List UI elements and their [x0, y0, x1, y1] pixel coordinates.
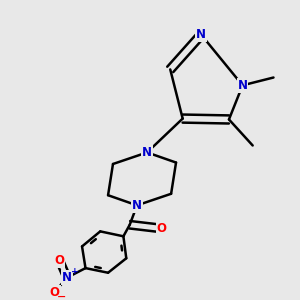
Text: O: O: [157, 222, 166, 235]
Text: N: N: [132, 199, 142, 212]
Text: −: −: [57, 292, 67, 300]
Text: O: O: [55, 254, 64, 267]
Text: N: N: [196, 28, 206, 41]
Text: N: N: [142, 146, 152, 159]
Text: N: N: [62, 271, 72, 284]
Text: +: +: [71, 267, 79, 276]
Text: N: N: [238, 79, 248, 92]
Text: O: O: [50, 286, 60, 298]
